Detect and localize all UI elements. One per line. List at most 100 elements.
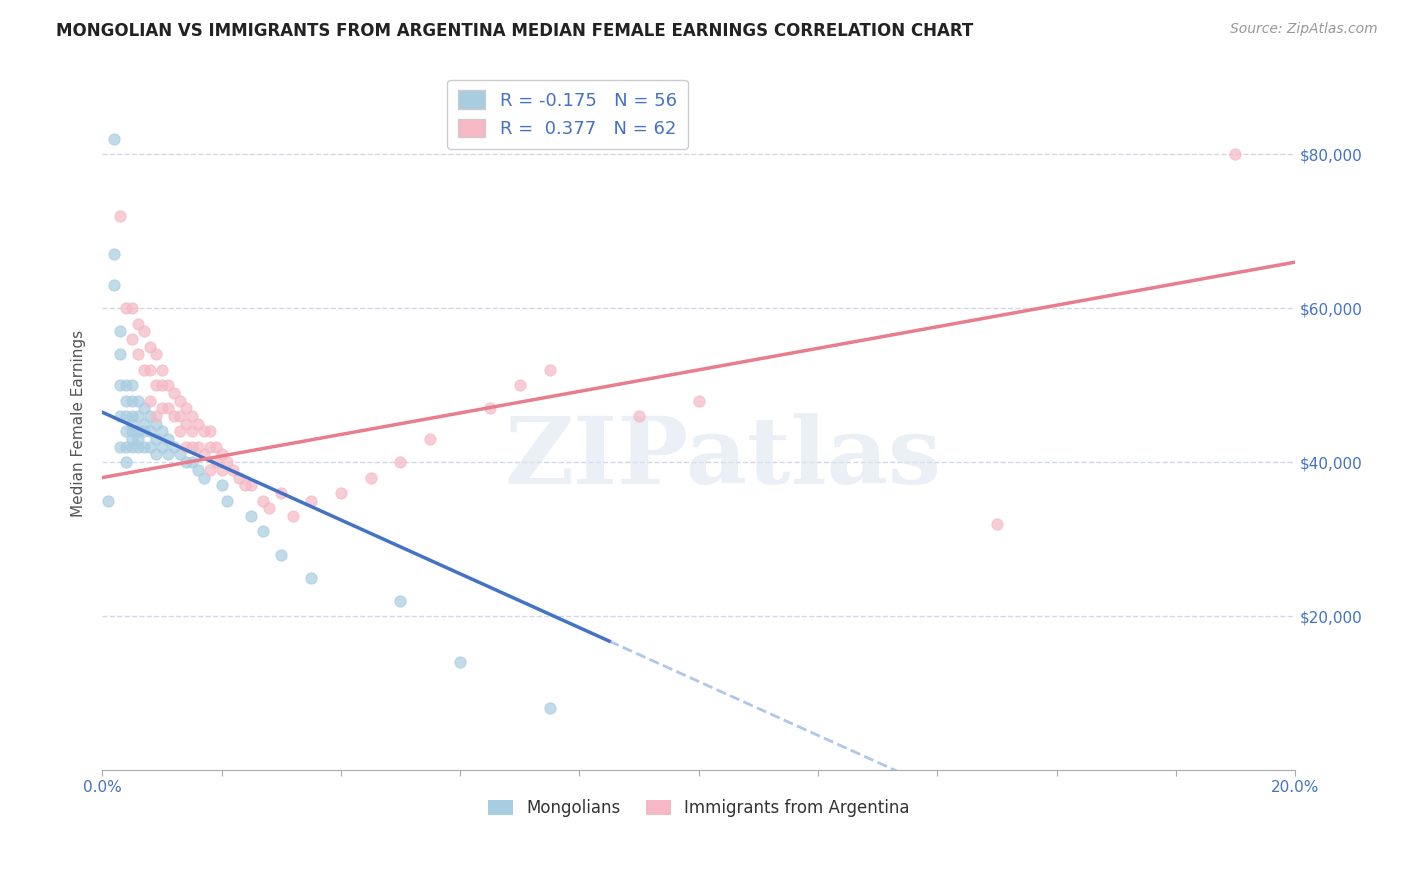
Point — [145, 432, 167, 446]
Point — [108, 409, 131, 423]
Point — [132, 363, 155, 377]
Point — [228, 470, 250, 484]
Point — [169, 409, 191, 423]
Point — [628, 409, 651, 423]
Text: Source: ZipAtlas.com: Source: ZipAtlas.com — [1230, 22, 1378, 37]
Point — [115, 393, 138, 408]
Point — [217, 455, 239, 469]
Point — [121, 393, 143, 408]
Point — [163, 386, 186, 401]
Point — [139, 393, 162, 408]
Point — [145, 409, 167, 423]
Point — [193, 448, 215, 462]
Point — [150, 378, 173, 392]
Point — [108, 209, 131, 223]
Point — [329, 486, 352, 500]
Point — [217, 493, 239, 508]
Point — [252, 493, 274, 508]
Point — [121, 378, 143, 392]
Point — [211, 478, 233, 492]
Point — [127, 440, 149, 454]
Point — [163, 440, 186, 454]
Point — [115, 301, 138, 316]
Point — [204, 440, 226, 454]
Point — [132, 324, 155, 338]
Point — [127, 317, 149, 331]
Point — [509, 378, 531, 392]
Point — [150, 440, 173, 454]
Point — [198, 425, 221, 439]
Point — [150, 401, 173, 416]
Point — [187, 463, 209, 477]
Point — [169, 425, 191, 439]
Point — [121, 440, 143, 454]
Point — [139, 409, 162, 423]
Point — [150, 425, 173, 439]
Point — [103, 247, 125, 261]
Point — [115, 440, 138, 454]
Point — [299, 571, 322, 585]
Point — [252, 524, 274, 539]
Point — [115, 409, 138, 423]
Point — [281, 509, 304, 524]
Point — [108, 324, 131, 338]
Point — [419, 432, 441, 446]
Point — [156, 378, 179, 392]
Point — [121, 301, 143, 316]
Point — [180, 425, 202, 439]
Point — [240, 478, 263, 492]
Point — [103, 132, 125, 146]
Point — [169, 393, 191, 408]
Text: ZIPatlas: ZIPatlas — [503, 413, 941, 503]
Point — [180, 409, 202, 423]
Point — [139, 340, 162, 354]
Y-axis label: Median Female Earnings: Median Female Earnings — [72, 330, 86, 517]
Point — [127, 393, 149, 408]
Point — [139, 440, 162, 454]
Point — [180, 455, 202, 469]
Point — [270, 548, 292, 562]
Point — [235, 478, 257, 492]
Point — [198, 463, 221, 477]
Text: MONGOLIAN VS IMMIGRANTS FROM ARGENTINA MEDIAN FEMALE EARNINGS CORRELATION CHART: MONGOLIAN VS IMMIGRANTS FROM ARGENTINA M… — [56, 22, 973, 40]
Point — [198, 440, 221, 454]
Point — [156, 448, 179, 462]
Point — [187, 440, 209, 454]
Point — [132, 425, 155, 439]
Point — [103, 278, 125, 293]
Point — [1225, 147, 1247, 161]
Point — [108, 347, 131, 361]
Legend: Mongolians, Immigrants from Argentina: Mongolians, Immigrants from Argentina — [481, 793, 917, 824]
Point — [115, 425, 138, 439]
Point — [187, 417, 209, 431]
Point — [449, 655, 471, 669]
Point — [121, 417, 143, 431]
Point — [145, 448, 167, 462]
Point — [108, 440, 131, 454]
Point — [156, 432, 179, 446]
Point — [115, 378, 138, 392]
Point — [121, 432, 143, 446]
Point — [132, 417, 155, 431]
Point — [193, 470, 215, 484]
Point — [127, 409, 149, 423]
Point — [163, 409, 186, 423]
Point — [132, 401, 155, 416]
Point — [986, 516, 1008, 531]
Point — [257, 501, 280, 516]
Point — [222, 463, 245, 477]
Point — [174, 440, 197, 454]
Point — [478, 401, 501, 416]
Point — [240, 509, 263, 524]
Point — [121, 425, 143, 439]
Point — [270, 486, 292, 500]
Point — [538, 701, 561, 715]
Point — [389, 593, 412, 607]
Point — [688, 393, 710, 408]
Point — [145, 347, 167, 361]
Point — [174, 417, 197, 431]
Point — [204, 455, 226, 469]
Point — [180, 440, 202, 454]
Point — [127, 347, 149, 361]
Point — [145, 378, 167, 392]
